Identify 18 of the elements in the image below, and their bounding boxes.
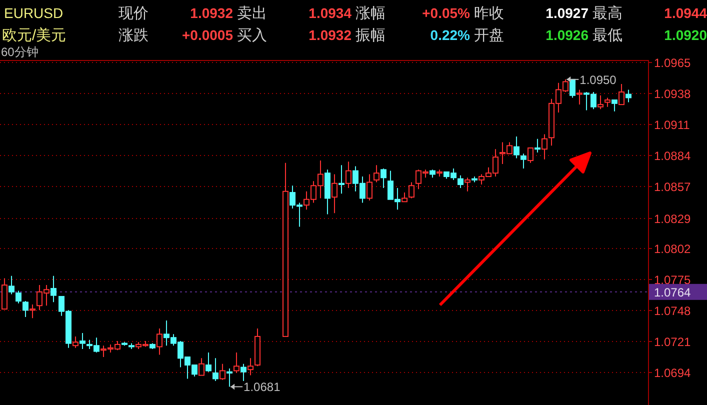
header: EURUSD 欧元/美元 60分钟 现价 1.0932 卖出 1.0934 涨幅 +0.05% 昨收 1.0927 最高 1.0944 涨跌 +0.0005 买入 1.0932 振幅 0.22% 开盘 1.0926 最低 1.0920 [1, 5, 707, 59]
candlestick [338, 164, 344, 194]
y-tick-label: 1.0694 [654, 366, 692, 380]
y-tick-label: 1.0857 [654, 180, 692, 194]
y-tick-label: 1.0965 [654, 56, 692, 70]
y-tick-label: 1.0911 [654, 118, 690, 132]
annotation: 1.0950 [580, 72, 617, 87]
y-tick-label: 1.0884 [654, 149, 692, 163]
candlestick [626, 89, 632, 103]
annotation: 1.0681 [244, 380, 281, 394]
y-tick-label: 1.0748 [654, 304, 692, 318]
y-tick-label: 1.0829 [654, 212, 692, 226]
candlestick [332, 174, 338, 214]
ref-line-label: 1.0764 [654, 285, 692, 300]
candlestick [248, 358, 254, 376]
y-tick-label: 1.0721 [654, 335, 692, 349]
y-tick-label: 1.0938 [654, 87, 692, 101]
y-tick-label: 1.0802 [654, 242, 692, 256]
